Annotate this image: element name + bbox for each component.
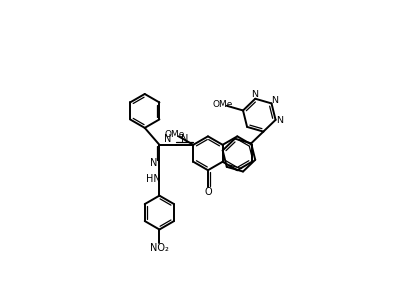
Text: N: N bbox=[151, 158, 158, 168]
Text: OMe: OMe bbox=[164, 130, 185, 139]
Text: OMe: OMe bbox=[213, 100, 233, 109]
Text: O: O bbox=[204, 187, 212, 197]
Text: N: N bbox=[251, 91, 258, 99]
Text: N: N bbox=[276, 117, 283, 125]
Text: N: N bbox=[164, 134, 172, 144]
Text: N: N bbox=[181, 134, 189, 144]
Text: NO₂: NO₂ bbox=[150, 243, 169, 253]
Text: N: N bbox=[271, 96, 278, 105]
Text: HN: HN bbox=[146, 174, 161, 184]
